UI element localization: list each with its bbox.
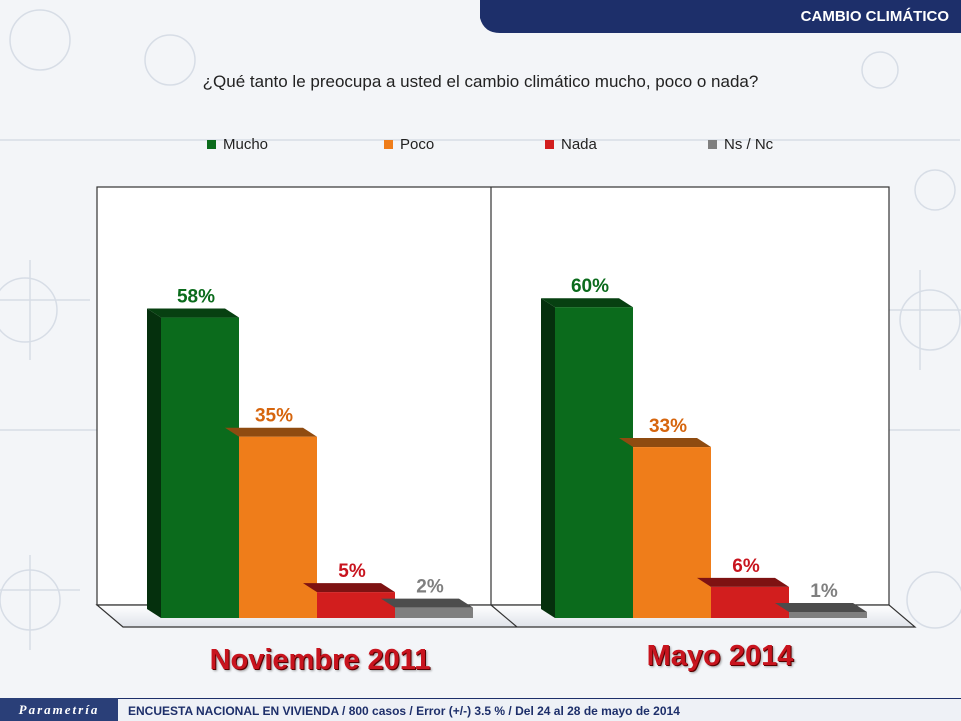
data-label-nada-mayo-2014: 6% bbox=[732, 556, 760, 577]
bar-ns-nc-mayo-2014 bbox=[789, 612, 867, 618]
question-title: ¿Qué tanto le preocupa a usted el cambio… bbox=[202, 72, 759, 91]
parametria-logo: Parametría bbox=[0, 698, 118, 721]
legend-label-nada: Nada bbox=[561, 136, 597, 153]
bar-mucho-noviembre-2011 bbox=[161, 317, 239, 618]
bar-poco-noviembre-2011 bbox=[239, 436, 317, 618]
bar-side-mucho-noviembre-2011 bbox=[147, 308, 161, 618]
bar-top-nada-mayo-2014 bbox=[697, 577, 789, 587]
legend-item-mucho: Mucho bbox=[207, 136, 268, 153]
header-title: CAMBIO CLIMÁTICO bbox=[800, 8, 949, 25]
footer-bar bbox=[0, 698, 961, 721]
data-label-ns-nc-noviembre-2011: 2% bbox=[416, 577, 444, 598]
group-label-mayo-2014: Mayo 2014 bbox=[646, 640, 794, 672]
legend-swatch-nsnc bbox=[708, 140, 717, 149]
floor-divider bbox=[490, 604, 518, 628]
bar-nada-mayo-2014 bbox=[711, 586, 789, 618]
data-label-poco-mayo-2014: 33% bbox=[649, 416, 687, 437]
legend-label-mucho: Mucho bbox=[223, 136, 269, 153]
bar-top-poco-mayo-2014 bbox=[619, 438, 711, 448]
data-label-nada-noviembre-2011: 5% bbox=[338, 561, 366, 582]
bar-ns-nc-noviembre-2011 bbox=[395, 607, 473, 618]
legend-item-nada: Nada bbox=[545, 136, 597, 153]
data-label-poco-noviembre-2011: 35% bbox=[255, 406, 293, 427]
bar-top-nada-noviembre-2011 bbox=[303, 583, 395, 593]
legend-label-poco: Poco bbox=[400, 136, 435, 153]
legend-item-poco: Poco bbox=[384, 136, 434, 153]
data-label-mucho-noviembre-2011: 58% bbox=[177, 287, 215, 308]
group-label-noviembre-2011: Noviembre 2011 bbox=[209, 644, 431, 676]
footer-source-note: ENCUESTA NACIONAL EN VIVIENDA / 800 caso… bbox=[128, 704, 680, 718]
bar-nada-noviembre-2011 bbox=[317, 592, 395, 618]
legend-label-nsnc: Ns / Nc bbox=[724, 136, 774, 153]
bar-poco-mayo-2014 bbox=[633, 447, 711, 618]
data-label-ns-nc-mayo-2014: 1% bbox=[810, 581, 838, 602]
bar-top-mucho-mayo-2014 bbox=[541, 298, 633, 308]
bar-top-poco-noviembre-2011 bbox=[225, 427, 317, 437]
legend-item-nsnc: Ns / Nc bbox=[708, 136, 773, 153]
legend-swatch-poco bbox=[384, 140, 393, 149]
bar-mucho-mayo-2014 bbox=[555, 307, 633, 618]
legend-swatch-nada bbox=[545, 140, 554, 149]
header-tab-shape bbox=[480, 0, 961, 33]
chart-legend: Mucho Poco Nada Ns / Nc bbox=[0, 136, 961, 156]
bar-top-ns-nc-noviembre-2011 bbox=[381, 598, 473, 608]
bar-top-mucho-noviembre-2011 bbox=[147, 308, 239, 318]
bar-top-ns-nc-mayo-2014 bbox=[775, 603, 867, 612]
bar-side-mucho-mayo-2014 bbox=[541, 298, 555, 618]
data-label-mucho-mayo-2014: 60% bbox=[571, 276, 609, 297]
legend-swatch-mucho bbox=[207, 140, 216, 149]
